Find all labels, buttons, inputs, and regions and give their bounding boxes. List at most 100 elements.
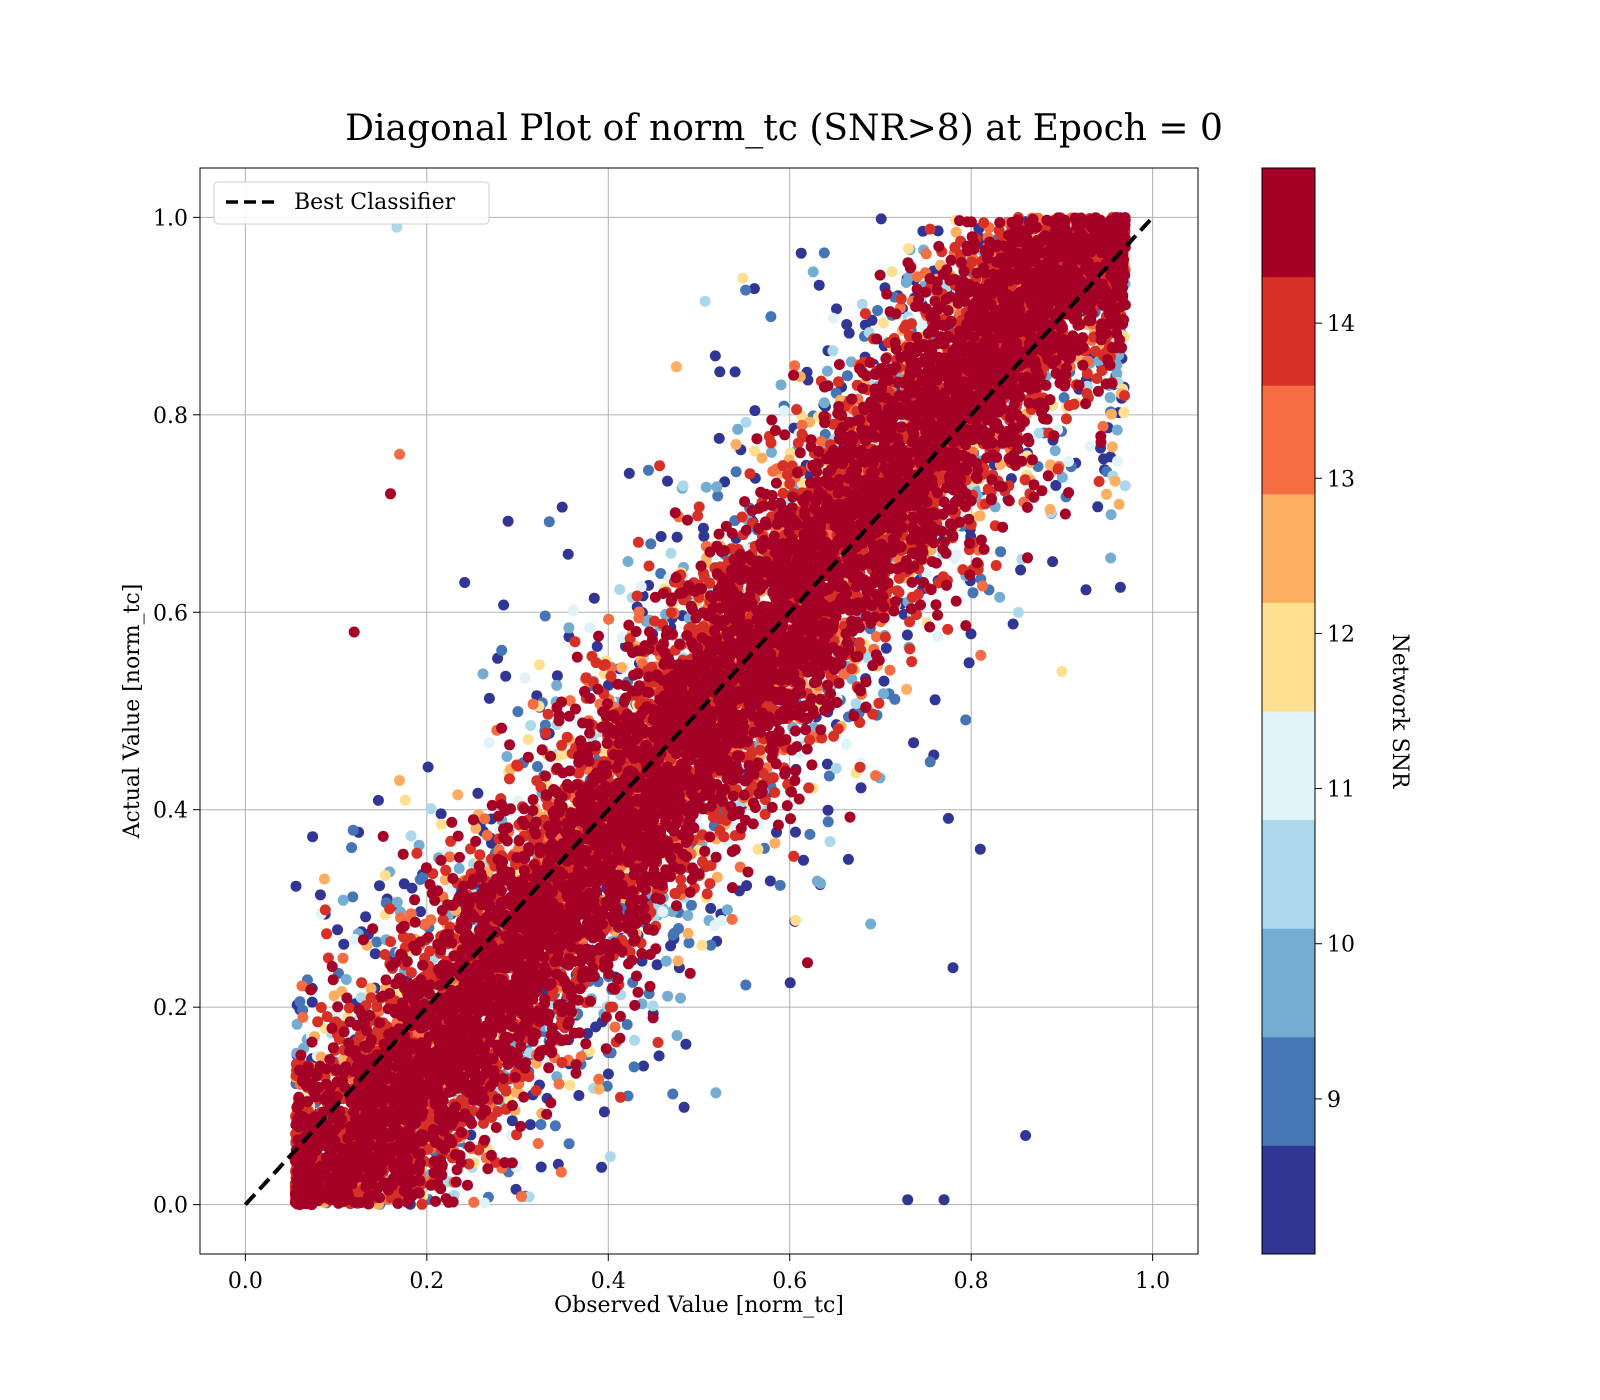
scatter-point <box>590 1021 602 1033</box>
scatter-point <box>813 279 825 291</box>
scatter-point <box>539 719 551 731</box>
scatter-point <box>788 850 800 862</box>
scatter-point <box>1033 427 1045 439</box>
scatter-point <box>902 1194 914 1206</box>
scatter-point <box>842 853 854 865</box>
scatter-point <box>920 248 932 260</box>
scatter-point <box>422 761 434 773</box>
scatter-point <box>1084 440 1096 452</box>
scatter-point <box>1118 407 1130 418</box>
scatter-point <box>870 770 882 782</box>
scatter-point <box>472 787 484 799</box>
scatter-point <box>912 271 923 283</box>
scatter-point <box>483 737 495 749</box>
scatter-point <box>1105 552 1117 564</box>
scatter-point <box>1047 556 1059 568</box>
scatter-point <box>737 272 749 284</box>
scatter-point <box>651 959 663 971</box>
scatter-point <box>551 670 563 682</box>
scatter-point <box>654 460 666 472</box>
scatter-point <box>417 871 429 883</box>
scatter-point <box>730 439 742 450</box>
scatter-point <box>790 826 801 838</box>
scatter-point <box>942 812 954 824</box>
scatter-point <box>555 1166 567 1178</box>
scatter-point <box>721 904 733 916</box>
scatter-point <box>766 446 777 458</box>
scatter-point <box>740 284 752 296</box>
scatter-point <box>1080 584 1092 596</box>
scatter-point <box>1063 456 1074 467</box>
scatter-point <box>974 843 986 855</box>
scatter-point <box>483 692 495 704</box>
scatter-point <box>360 911 372 923</box>
scatter-point <box>1106 441 1118 453</box>
scatter-point <box>657 906 669 918</box>
scatter-point <box>696 939 708 951</box>
scatter-point <box>685 899 697 911</box>
scatter-point <box>740 416 752 428</box>
scatter-point <box>803 782 815 794</box>
scatter-point <box>682 910 694 921</box>
scatter-point <box>425 803 437 815</box>
scatter-point <box>697 522 709 534</box>
scatter-point <box>1050 480 1062 491</box>
scatter-point <box>823 770 835 782</box>
scatter-point <box>880 642 892 654</box>
scatter-point <box>678 1101 690 1113</box>
scatter-point <box>1109 475 1121 487</box>
scatter-point <box>318 873 330 885</box>
scatter-point <box>399 794 411 806</box>
scatter-point <box>539 610 551 622</box>
scatter-point <box>798 854 809 866</box>
scatter-point <box>677 480 689 492</box>
scatter-point <box>901 629 913 641</box>
scatter-point <box>1058 392 1070 404</box>
scatter-point <box>670 361 682 373</box>
scatter-point <box>502 515 514 527</box>
scatter-point <box>671 1030 683 1041</box>
scatter-point <box>306 996 318 1008</box>
scatter-point <box>866 314 878 326</box>
scatter-point <box>638 1060 649 1072</box>
scatter-point <box>622 556 634 567</box>
scatter-point <box>623 467 635 479</box>
scatter-point <box>1119 480 1131 492</box>
scatter-point <box>807 266 819 278</box>
scatter-point <box>522 734 534 745</box>
scatter-point <box>1112 455 1124 467</box>
scatter-point <box>886 266 898 278</box>
scatter-point <box>453 862 465 874</box>
scatter-point <box>675 992 686 1004</box>
scatter-point <box>756 452 768 464</box>
scatter-point <box>662 475 673 487</box>
scatter-point <box>1049 445 1061 457</box>
scatter-point <box>1092 501 1104 513</box>
scatter-point <box>878 317 889 329</box>
scatter-point <box>729 366 741 378</box>
scatter-point <box>924 756 936 768</box>
scatter-point <box>527 698 539 710</box>
scatter-point <box>822 804 834 816</box>
scatter-point <box>1007 618 1019 630</box>
scatter-point <box>730 466 742 478</box>
scatter-point <box>1104 392 1116 403</box>
scatter-point <box>411 847 423 859</box>
scatter-point <box>795 247 807 259</box>
scatter-point <box>711 481 723 493</box>
scatter-point <box>865 918 877 930</box>
scatter-point <box>603 679 614 691</box>
scatter-point <box>535 1119 547 1130</box>
scatter-point <box>525 720 537 731</box>
scatter-point <box>394 448 406 460</box>
scatter-point <box>643 464 654 476</box>
scatter-point <box>821 365 833 377</box>
scatter-point <box>749 405 761 417</box>
scatter-point <box>593 1083 605 1095</box>
scatter-point <box>535 1161 547 1173</box>
scatter-point <box>551 679 563 691</box>
scatter-point <box>415 906 426 918</box>
scatter-point <box>705 902 717 914</box>
scatter-point <box>843 327 855 339</box>
scatter-point <box>655 531 667 542</box>
